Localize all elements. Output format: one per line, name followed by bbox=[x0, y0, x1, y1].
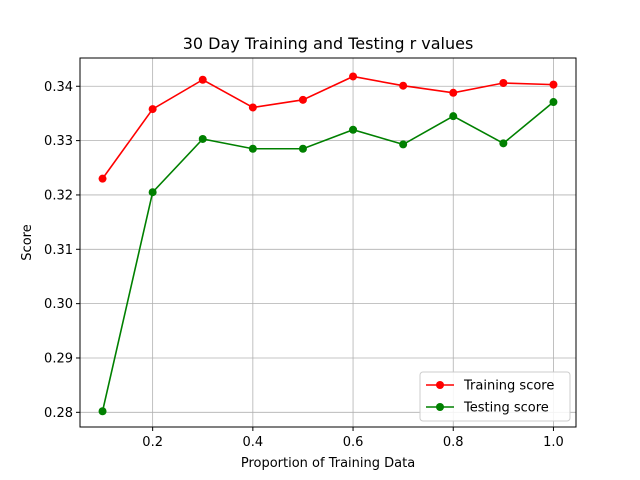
y-axis-label: Score bbox=[20, 224, 35, 260]
data-point bbox=[399, 140, 408, 149]
series-0 bbox=[98, 72, 558, 183]
series-line bbox=[101, 75, 554, 180]
x-axis-label: Proportion of Training Data bbox=[241, 456, 415, 471]
legend-box bbox=[419, 371, 571, 422]
chart-title: 30 Day Training and Testing r values bbox=[183, 34, 474, 53]
data-point bbox=[349, 125, 358, 134]
legend-label: Testing score bbox=[463, 401, 549, 416]
x-tick-label: 0.6 bbox=[343, 435, 364, 450]
data-point bbox=[449, 88, 458, 97]
y-tick-label: 0.31 bbox=[44, 243, 73, 258]
data-point bbox=[198, 75, 207, 84]
data-point bbox=[198, 134, 207, 143]
data-point bbox=[449, 112, 458, 121]
data-point bbox=[499, 139, 508, 148]
data-point bbox=[148, 188, 157, 197]
y-tick-label: 0.32 bbox=[44, 188, 73, 203]
data-point bbox=[399, 81, 408, 90]
legend-label: Training score bbox=[463, 379, 554, 394]
x-tick-label: 0.4 bbox=[243, 435, 264, 450]
y-tick-label: 0.29 bbox=[44, 351, 73, 366]
series-1 bbox=[98, 98, 558, 416]
data-point bbox=[298, 144, 307, 153]
legend-marker bbox=[436, 403, 444, 411]
plot-frame bbox=[79, 57, 577, 428]
x-tick-label: 0.2 bbox=[142, 435, 163, 450]
data-point bbox=[98, 407, 107, 416]
data-point bbox=[349, 72, 358, 81]
x-tick-label: 1.0 bbox=[543, 435, 564, 450]
y-tick-label: 0.33 bbox=[44, 134, 73, 149]
series bbox=[98, 72, 558, 416]
axis-ticks: 0.2 0.4 0.6 0.8 1.0 0.28 0.29 0.30 0.31 0.32 0.33 0… bbox=[44, 80, 564, 450]
data-point bbox=[298, 95, 307, 104]
legend: Training score Testing score bbox=[419, 371, 571, 422]
data-point bbox=[499, 78, 508, 87]
y-tick-label: 0.34 bbox=[44, 80, 73, 95]
data-point bbox=[148, 105, 157, 114]
y-tick-label: 0.30 bbox=[44, 297, 73, 312]
legend-marker bbox=[436, 381, 444, 389]
legend-item: Testing score bbox=[426, 401, 549, 416]
x-tick-label: 0.8 bbox=[443, 435, 464, 450]
data-point bbox=[549, 98, 558, 107]
data-point bbox=[248, 144, 257, 153]
legend-item: Training score bbox=[426, 379, 554, 394]
y-tick-label: 0.28 bbox=[44, 406, 73, 421]
grid bbox=[80, 58, 576, 427]
series-line bbox=[101, 101, 554, 412]
data-point bbox=[98, 174, 107, 183]
data-point bbox=[549, 80, 558, 89]
data-point bbox=[248, 103, 257, 112]
